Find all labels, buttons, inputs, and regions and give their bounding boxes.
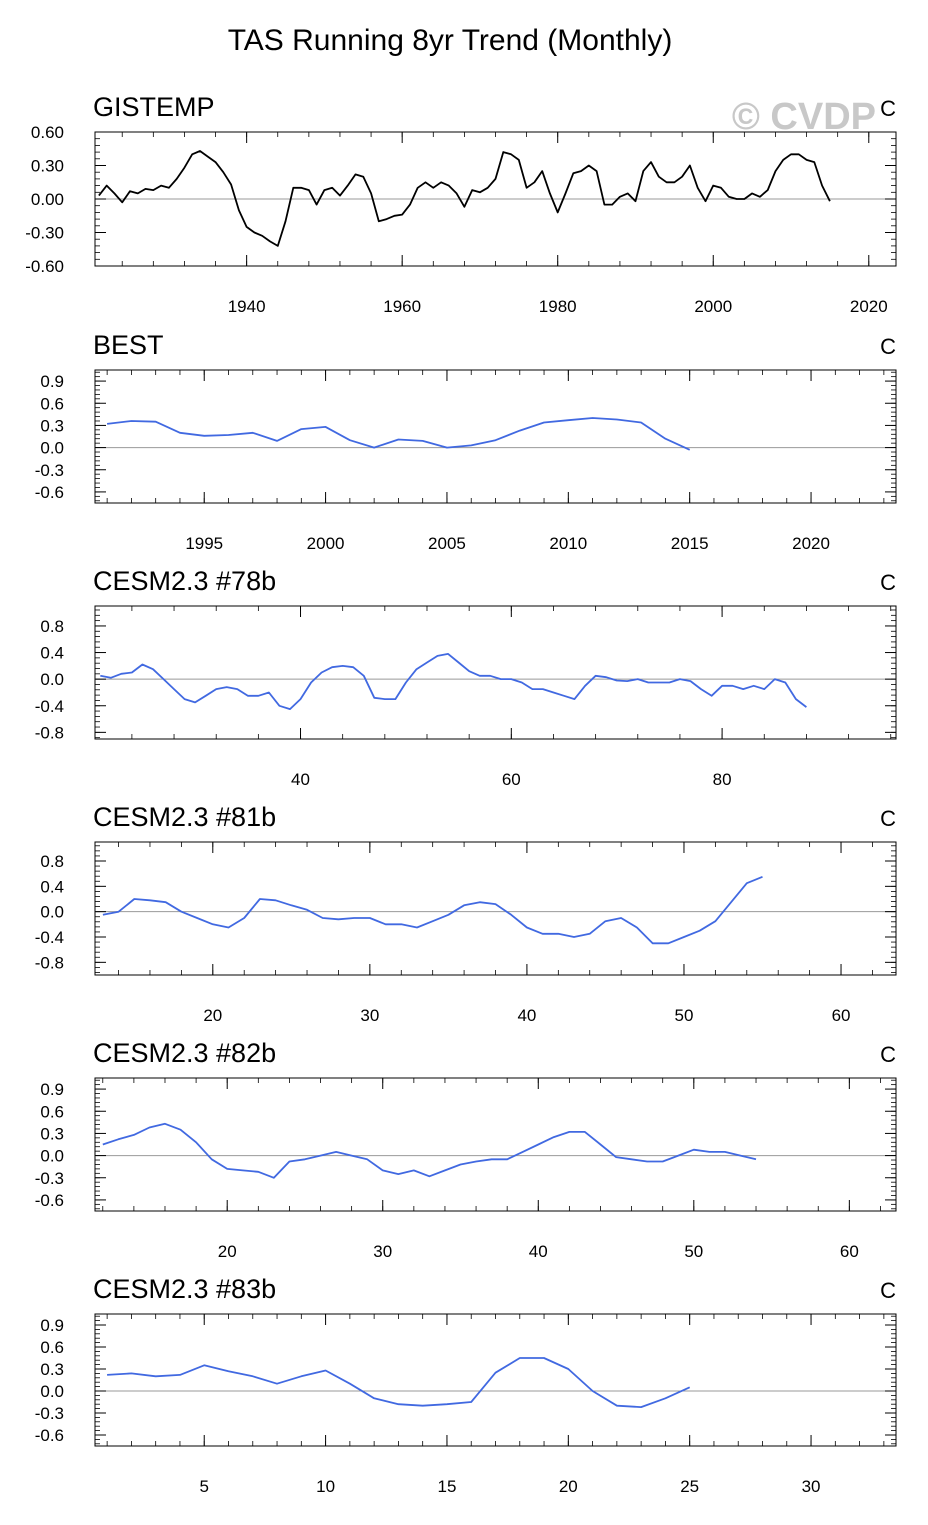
y-tick-label: 0.3 (40, 416, 64, 435)
y-tick-label: 0.9 (40, 372, 64, 391)
y-tick-label: -0.6 (35, 1426, 64, 1445)
panel-title: CESM2.3 #78b (93, 566, 276, 596)
y-tick-label: 0.0 (40, 1382, 64, 1401)
panel-2: BEST C -0.6 -0.3 0.0 0.3 0.6 0.9 1995 2000 2005 201… (35, 330, 897, 553)
y-tick-label: 0.9 (40, 1316, 64, 1335)
y-tick-label: -0.30 (25, 224, 64, 243)
x-tick-label: 30 (373, 1242, 392, 1261)
x-tick-label: 2000 (307, 534, 345, 553)
y-tick-label: 0.0 (40, 439, 64, 458)
x-tick-label: 5 (199, 1477, 208, 1496)
series-line (106, 417, 691, 451)
series-line (107, 1357, 691, 1408)
plot-frame (94, 1077, 897, 1212)
series-line (98, 150, 831, 247)
watermark: © CVDP (732, 96, 876, 138)
y-tick-label: -0.3 (35, 1169, 64, 1188)
y-tick-label: 0.3 (40, 1360, 64, 1379)
panel-units: C (880, 806, 896, 831)
x-tick-label: 30 (802, 1477, 821, 1496)
x-tick-label: 40 (517, 1006, 536, 1025)
panel-units: C (880, 1278, 896, 1303)
panel-title: GISTEMP (93, 92, 215, 122)
y-tick-label: 0.4 (40, 644, 64, 663)
x-tick-label: 2010 (549, 534, 587, 553)
x-tick-label: 2005 (428, 534, 466, 553)
plot-frame (94, 1313, 897, 1447)
y-tick-label: 0.6 (40, 1338, 64, 1357)
y-tick-label: -0.4 (35, 697, 64, 716)
panel-1: GISTEMP C© CVDP -0.60 -0.30 0.00 0.30 0.60 1940… (25, 92, 897, 316)
panel-units: C (880, 96, 896, 121)
y-tick-label: -0.4 (35, 928, 64, 947)
x-tick-label: 2000 (694, 297, 732, 316)
y-tick-label: -0.3 (35, 1404, 64, 1423)
y-tick-label: 0.6 (40, 1102, 64, 1121)
x-tick-label: 25 (680, 1477, 699, 1496)
panel-3: CESM2.3 #78b C -0.8 -0.4 0.0 0.4 0.8 40 60 80 (35, 566, 897, 789)
y-tick-label: 0.9 (40, 1080, 64, 1099)
series-line (100, 653, 807, 710)
page-title: TAS Running 8yr Trend (Monthly) (227, 24, 673, 57)
x-tick-label: 60 (502, 770, 521, 789)
plot-frame (94, 605, 897, 740)
panel-title: BEST (93, 330, 164, 360)
y-tick-label: -0.6 (35, 483, 64, 502)
plot-frame (94, 369, 897, 504)
x-tick-label: 1960 (383, 297, 421, 316)
x-tick-label: 50 (684, 1242, 703, 1261)
x-tick-label: 2020 (850, 297, 888, 316)
x-tick-label: 10 (316, 1477, 335, 1496)
x-tick-label: 20 (218, 1242, 237, 1261)
x-tick-label: 1940 (228, 297, 266, 316)
y-tick-label: 0.30 (31, 157, 64, 176)
y-tick-label: -0.60 (25, 257, 64, 276)
y-tick-label: 0.0 (40, 1147, 64, 1166)
x-tick-label: 2015 (671, 534, 709, 553)
panel-units: C (880, 1042, 896, 1067)
panel-title: CESM2.3 #81b (93, 802, 276, 832)
y-tick-label: -0.8 (35, 953, 64, 972)
panel-5: CESM2.3 #82b C -0.6 -0.3 0.0 0.3 0.6 0.9 20 30 40 5… (35, 1038, 897, 1261)
y-tick-label: 0.00 (31, 190, 64, 209)
x-tick-label: 80 (713, 770, 732, 789)
y-tick-label: 0.0 (40, 670, 64, 689)
x-tick-label: 1980 (539, 297, 577, 316)
panel-4: CESM2.3 #81b C -0.8 -0.4 0.0 0.4 0.8 20 30 40 50 60 (35, 802, 897, 1025)
panel-units: C (880, 570, 896, 595)
series-line (102, 1122, 757, 1179)
y-tick-label: 0.8 (40, 617, 64, 636)
x-tick-label: 2020 (792, 534, 830, 553)
panel-title: CESM2.3 #83b (93, 1274, 276, 1304)
panel-title: CESM2.3 #82b (93, 1038, 276, 1068)
y-tick-label: 0.60 (31, 123, 64, 142)
x-tick-label: 20 (559, 1477, 578, 1496)
y-tick-label: -0.3 (35, 461, 64, 480)
y-tick-label: 0.3 (40, 1124, 64, 1143)
x-tick-label: 1995 (185, 534, 223, 553)
x-tick-label: 60 (840, 1242, 859, 1261)
y-tick-label: 0.4 (40, 877, 64, 896)
y-tick-label: -0.8 (35, 723, 64, 742)
y-tick-label: 0.8 (40, 852, 64, 871)
x-tick-label: 50 (675, 1006, 694, 1025)
plot-frame (94, 841, 897, 976)
series-line (102, 875, 763, 945)
y-tick-label: 0.0 (40, 903, 64, 922)
x-tick-label: 15 (437, 1477, 456, 1496)
x-tick-label: 40 (291, 770, 310, 789)
x-tick-label: 40 (529, 1242, 548, 1261)
y-tick-label: 0.6 (40, 394, 64, 413)
x-tick-label: 30 (360, 1006, 379, 1025)
y-tick-label: -0.6 (35, 1191, 64, 1210)
x-tick-label: 20 (203, 1006, 222, 1025)
panel-units: C (880, 334, 896, 359)
panel-6: CESM2.3 #83b C -0.6 -0.3 0.0 0.3 0.6 0.9 5 10 15 20… (35, 1274, 897, 1496)
x-tick-label: 60 (832, 1006, 851, 1025)
